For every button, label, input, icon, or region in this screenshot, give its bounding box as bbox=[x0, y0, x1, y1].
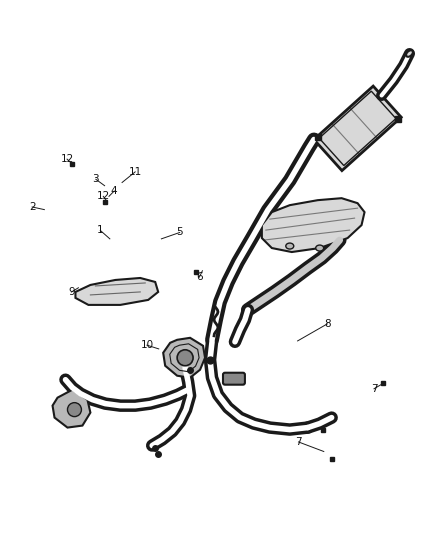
Polygon shape bbox=[163, 338, 205, 378]
Ellipse shape bbox=[286, 243, 294, 249]
Polygon shape bbox=[75, 278, 158, 305]
Text: 10: 10 bbox=[141, 340, 154, 350]
Text: 5: 5 bbox=[177, 228, 183, 238]
Text: 1: 1 bbox=[97, 225, 103, 236]
Polygon shape bbox=[314, 86, 401, 171]
Text: 11: 11 bbox=[128, 167, 142, 177]
Text: 12: 12 bbox=[60, 154, 74, 164]
Text: 4: 4 bbox=[111, 186, 117, 196]
Ellipse shape bbox=[67, 402, 81, 417]
Polygon shape bbox=[53, 390, 90, 427]
Text: 6: 6 bbox=[196, 272, 203, 282]
FancyBboxPatch shape bbox=[223, 373, 245, 385]
Ellipse shape bbox=[406, 50, 413, 57]
Text: 9: 9 bbox=[68, 287, 75, 297]
Text: 2: 2 bbox=[29, 202, 35, 212]
Ellipse shape bbox=[177, 350, 193, 366]
Text: 12: 12 bbox=[97, 191, 110, 201]
Text: 7: 7 bbox=[371, 384, 377, 394]
Text: 7: 7 bbox=[295, 437, 302, 447]
Text: 3: 3 bbox=[92, 174, 99, 184]
Polygon shape bbox=[262, 198, 364, 252]
Ellipse shape bbox=[316, 245, 324, 251]
Text: 8: 8 bbox=[324, 319, 331, 329]
